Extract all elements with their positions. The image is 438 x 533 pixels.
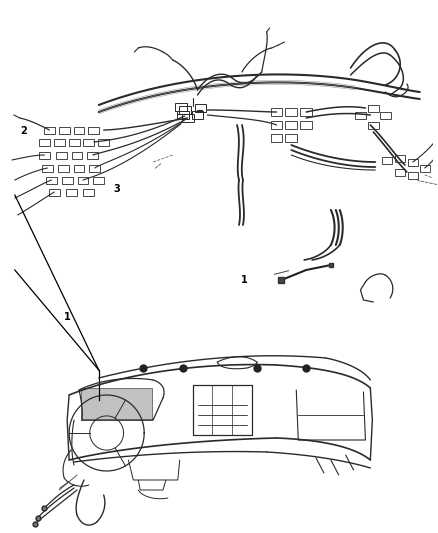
Bar: [382, 157, 392, 164]
Text: 3: 3: [113, 184, 120, 194]
Bar: [300, 108, 312, 116]
Bar: [74, 165, 85, 172]
Bar: [286, 134, 297, 142]
Bar: [39, 151, 50, 158]
Bar: [78, 176, 88, 183]
Bar: [420, 165, 430, 172]
Bar: [271, 134, 283, 142]
Bar: [182, 114, 194, 122]
Bar: [44, 126, 55, 133]
Bar: [286, 108, 297, 116]
Bar: [88, 126, 99, 133]
Bar: [42, 165, 53, 172]
Bar: [58, 165, 69, 172]
Bar: [191, 111, 203, 119]
Bar: [271, 121, 283, 129]
Bar: [194, 104, 206, 112]
Bar: [56, 151, 67, 158]
Bar: [62, 176, 73, 183]
Bar: [395, 168, 405, 175]
Bar: [355, 111, 366, 118]
Text: 2: 2: [21, 126, 27, 135]
Bar: [66, 189, 77, 196]
Bar: [93, 176, 104, 183]
Bar: [49, 189, 60, 196]
Bar: [177, 111, 189, 119]
Bar: [380, 111, 391, 118]
Bar: [88, 151, 98, 158]
Bar: [300, 121, 312, 129]
Bar: [395, 155, 405, 161]
Bar: [84, 189, 94, 196]
Bar: [179, 106, 191, 114]
Bar: [46, 176, 57, 183]
Bar: [408, 158, 418, 166]
Text: 1: 1: [241, 275, 248, 285]
Bar: [84, 139, 94, 146]
Bar: [59, 126, 70, 133]
Bar: [39, 139, 50, 146]
Bar: [74, 126, 85, 133]
Text: 1: 1: [64, 312, 71, 322]
Bar: [368, 104, 379, 111]
Bar: [175, 103, 187, 111]
Bar: [81, 388, 152, 420]
Bar: [271, 108, 283, 116]
Bar: [368, 122, 379, 128]
Bar: [286, 121, 297, 129]
Bar: [408, 172, 418, 179]
Bar: [69, 139, 80, 146]
Bar: [89, 165, 100, 172]
Bar: [98, 139, 109, 146]
Bar: [71, 151, 82, 158]
Bar: [54, 139, 65, 146]
